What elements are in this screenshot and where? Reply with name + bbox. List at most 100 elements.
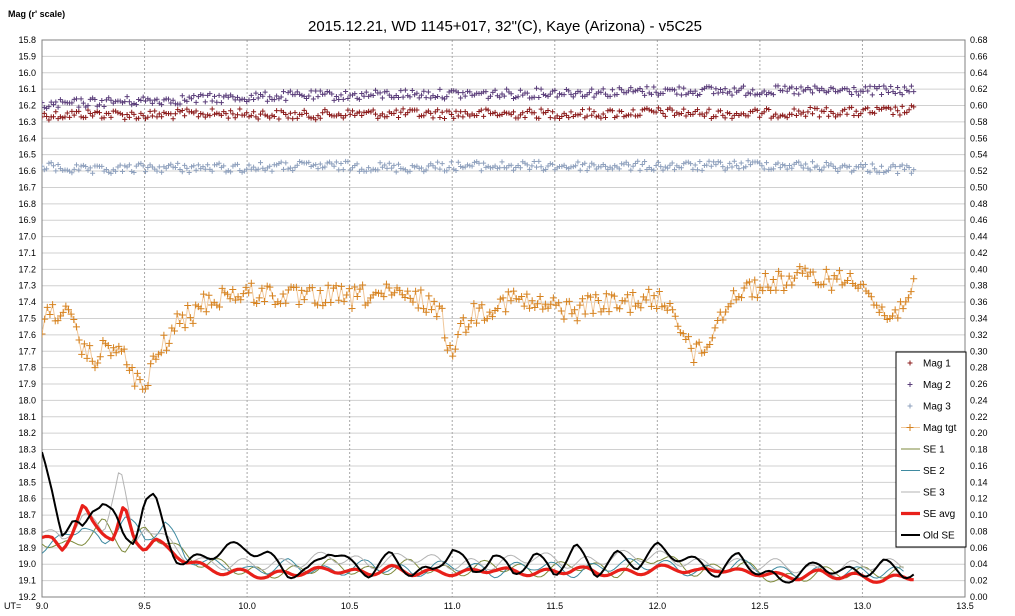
data-marker [743, 164, 749, 170]
data-marker [582, 160, 588, 166]
data-marker [846, 269, 854, 277]
data-marker [658, 107, 664, 113]
data-marker [382, 162, 388, 168]
data-marker [225, 115, 231, 121]
y-right-tick-label: 0.42 [970, 248, 988, 258]
data-marker [764, 160, 770, 166]
data-marker [894, 314, 902, 322]
data-marker [651, 167, 657, 173]
data-marker [508, 112, 514, 118]
data-marker [216, 92, 222, 98]
data-marker [51, 114, 57, 120]
data-marker [336, 167, 342, 173]
data-marker [324, 281, 332, 289]
data-marker [283, 160, 289, 166]
data-marker [704, 162, 710, 168]
data-marker [333, 94, 339, 100]
data-marker [458, 109, 464, 115]
data-marker [262, 167, 268, 173]
data-marker [42, 104, 47, 110]
data-marker [292, 164, 298, 170]
data-marker [907, 288, 915, 296]
data-marker [189, 96, 195, 102]
data-marker [856, 164, 862, 170]
data-marker [48, 160, 54, 166]
data-marker [699, 111, 705, 117]
y-axis-label: Mag (r' scale) [8, 9, 65, 19]
data-marker [823, 160, 829, 166]
data-marker [628, 85, 634, 91]
data-marker [315, 94, 321, 100]
data-marker [483, 106, 489, 112]
data-marker [246, 114, 252, 120]
data-marker [195, 162, 201, 168]
data-marker [320, 165, 326, 171]
data-marker [112, 349, 120, 357]
data-marker [846, 89, 852, 95]
data-marker [504, 86, 510, 92]
data-marker [605, 308, 613, 316]
data-marker [108, 97, 114, 103]
data-marker [586, 293, 594, 301]
data-marker [665, 165, 671, 171]
data-marker [140, 163, 146, 169]
data-marker [908, 103, 914, 109]
data-marker [793, 269, 801, 277]
data-marker [662, 113, 668, 119]
data-marker [446, 164, 452, 170]
data-marker [96, 353, 104, 361]
data-marker [433, 313, 441, 321]
data-marker [354, 95, 360, 101]
data-marker [264, 98, 270, 104]
data-marker [515, 94, 521, 100]
data-marker [87, 111, 93, 117]
data-marker [858, 162, 864, 168]
data-marker [580, 107, 586, 113]
data-marker [313, 162, 319, 168]
data-marker [46, 104, 52, 110]
data-marker [122, 163, 128, 169]
data-marker [789, 165, 795, 171]
data-marker [322, 91, 328, 97]
y-left-tick-label: 17.5 [18, 314, 36, 324]
data-marker [773, 111, 779, 117]
data-marker [816, 166, 822, 172]
data-marker [741, 165, 747, 171]
data-marker [359, 281, 367, 289]
data-marker [536, 158, 542, 164]
data-marker [784, 166, 790, 172]
data-marker [430, 297, 438, 305]
data-marker [94, 359, 102, 367]
data-marker [554, 94, 560, 100]
data-marker [462, 93, 468, 99]
data-marker [759, 287, 767, 295]
data-marker [460, 90, 466, 96]
data-marker [72, 323, 80, 331]
data-marker [216, 160, 222, 166]
data-marker [798, 84, 804, 90]
data-marker [333, 159, 339, 165]
data-marker [402, 87, 408, 93]
data-marker [373, 87, 379, 93]
data-marker [423, 95, 429, 101]
data-marker [404, 287, 412, 295]
data-marker [131, 170, 137, 176]
data-marker [706, 106, 712, 112]
data-marker [55, 104, 61, 110]
data-marker [826, 113, 832, 119]
data-marker [356, 285, 364, 293]
data-marker [370, 92, 376, 98]
data-marker [750, 87, 756, 93]
data-marker [260, 108, 266, 114]
data-marker [499, 159, 505, 165]
data-marker [207, 113, 213, 119]
data-marker [507, 297, 515, 305]
y-right-tick-label: 0.02 [970, 576, 988, 586]
data-marker [184, 106, 190, 112]
data-marker [814, 163, 820, 169]
data-marker [494, 165, 500, 171]
data-marker [90, 170, 96, 176]
data-marker [446, 108, 452, 114]
data-marker [400, 94, 406, 100]
data-marker [803, 113, 809, 119]
